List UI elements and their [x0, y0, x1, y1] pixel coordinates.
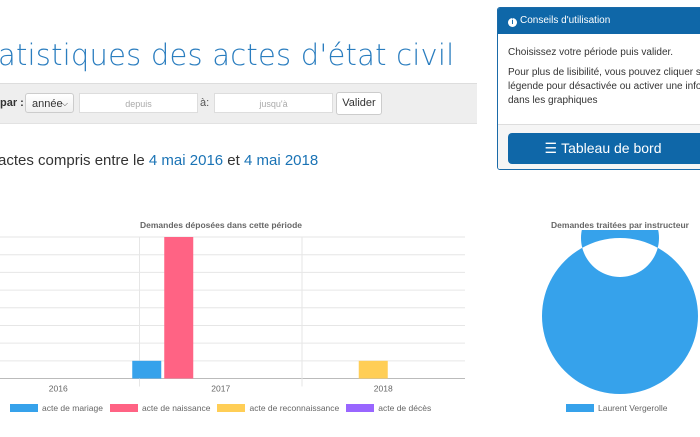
bar-chart-legend: acte de mariage acte de naissance acte de …	[10, 403, 431, 413]
help-panel-title: Conseils d'utilisation	[520, 15, 611, 26]
legend-swatch	[346, 404, 375, 412]
legend-label: acte de mariage	[42, 403, 103, 413]
bar-acte-de-mariage[interactable]	[132, 360, 162, 379]
x-tick-label: 2018	[374, 384, 393, 394]
legend-swatch	[566, 404, 594, 412]
legend-swatch	[109, 404, 138, 412]
x-tick-label: 2017	[211, 384, 230, 394]
date-to: 4 mai 2018	[243, 152, 319, 169]
dashboard-button-label: Tableau de bord	[561, 140, 662, 156]
donut-chart-title: Demandes traitées par instructeur	[551, 220, 689, 230]
legend-item[interactable]: acte de décès	[346, 403, 431, 413]
from-input[interactable]: depuis	[79, 93, 198, 113]
bar-chart-title: Demandes déposées dans cette période	[139, 220, 303, 230]
bar-chart: 2016 2017 2018	[0, 236, 465, 394]
page-title: atistiques des actes d'état civil	[0, 38, 455, 72]
help-panel-body: Choisissez votre période puis valider. P…	[508, 46, 700, 114]
legend-label: acte de naissance	[141, 403, 211, 413]
donut-chart-legend: Laurent Vergerolle	[566, 403, 667, 413]
legend-swatch	[10, 404, 38, 412]
bar-acte-de-reconnaissance[interactable]	[358, 360, 388, 379]
x-tick-label: 2016	[49, 384, 68, 394]
legend-swatch	[217, 404, 246, 412]
par-label: par :	[0, 97, 24, 109]
help-panel: i Conseils d'utilisation Choisissez votre…	[497, 7, 700, 170]
period-select-value: année	[32, 98, 63, 110]
help-panel-header: i Conseils d'utilisation	[498, 8, 700, 34]
date-from: 4 mai 2016	[148, 152, 224, 169]
legend-item[interactable]: acte de reconnaissance	[217, 403, 339, 413]
chevron-down-icon: ⌵	[61, 99, 68, 108]
legend-label: Laurent Vergerolle	[598, 403, 668, 413]
dashboard-button[interactable]: ☰ Tableau de bord	[508, 133, 700, 164]
donut-slice[interactable]	[542, 230, 698, 394]
period-select[interactable]: année ⌵	[25, 93, 74, 113]
legend-label: acte de décès	[378, 403, 432, 413]
list-icon: ☰	[544, 140, 558, 156]
period-filter-bar: par : année ⌵ depuis à: jusqu'à Valider	[0, 83, 477, 124]
validate-button[interactable]: Valider	[336, 92, 382, 115]
legend-item[interactable]: acte de naissance	[109, 403, 211, 413]
donut-chart	[542, 230, 698, 394]
bar-acte-de-naissance[interactable]	[164, 237, 194, 379]
help-text: Choisissez votre période puis valider.	[508, 47, 674, 58]
to-label: à:	[200, 97, 210, 109]
help-text: Pour plus de lisibilité, vous pouvez cli…	[508, 67, 700, 78]
summary-prefix: actes compris entre le	[0, 152, 149, 169]
summary-conj: et	[223, 152, 244, 169]
info-circle-icon: i	[508, 18, 517, 27]
help-text: dans les graphiques	[508, 95, 598, 106]
legend-item[interactable]: acte de mariage	[10, 403, 103, 413]
legend-item[interactable]: Laurent Vergerolle	[566, 403, 667, 413]
legend-label: acte de reconnaissance	[249, 403, 340, 413]
period-summary: actes compris entre le 4 mai 2016 et 4 m…	[0, 152, 318, 169]
help-panel-footer: ☰ Tableau de bord	[498, 124, 700, 169]
help-text: légende pour désactivée ou activer une i…	[508, 81, 700, 92]
to-input[interactable]: jusqu'à	[214, 93, 333, 113]
